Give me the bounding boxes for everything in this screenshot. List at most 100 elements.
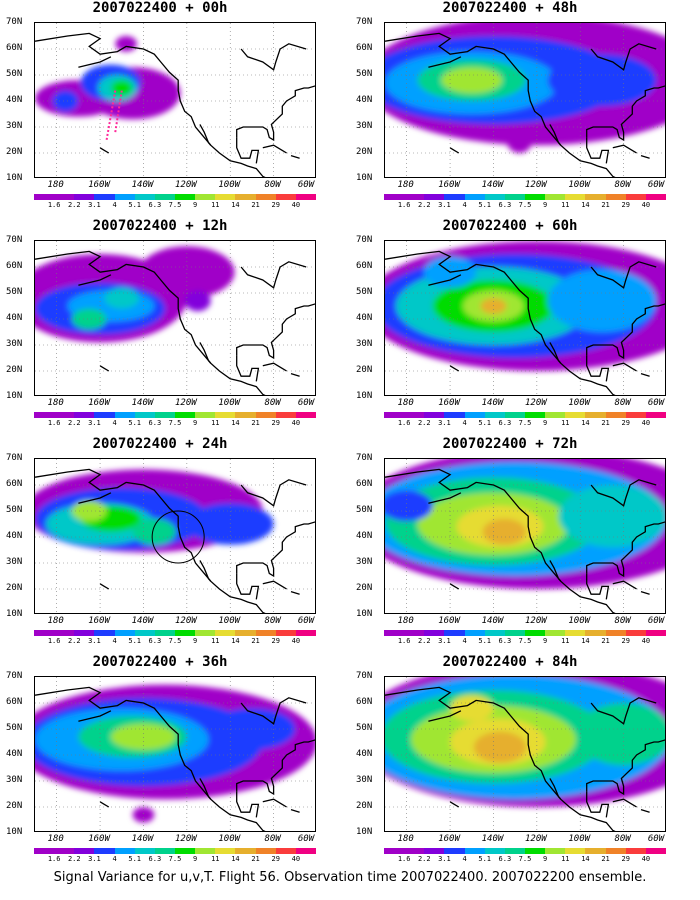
colorbar-swatch: [255, 412, 277, 418]
x-tick-label: 160W: [88, 834, 110, 844]
colorbar-label: 9: [193, 419, 198, 427]
map-panel: 2007022400 + 72h 70N 60N 50N 40N 30N 20N 10N 180…: [350, 436, 690, 646]
colorbar-swatch: [504, 848, 526, 854]
coastline: [385, 686, 616, 831]
contour-map: [384, 676, 666, 832]
colorbar-label: 2.2: [67, 637, 81, 645]
coastline: [590, 697, 657, 725]
coastline: [99, 147, 110, 154]
colorbar-swatch: [484, 848, 506, 854]
colorbar-swatch: [645, 194, 667, 200]
colorbar-swatch: [444, 194, 466, 200]
colorbar: [34, 630, 317, 636]
coastline: [586, 739, 665, 796]
colorbar-swatch: [255, 848, 277, 854]
colorbar-swatch: [134, 194, 156, 200]
coastline: [262, 362, 287, 372]
colorbar-swatch: [195, 630, 216, 636]
colorbar-swatch: [215, 630, 236, 636]
contour-region: [110, 723, 176, 750]
contour-region: [115, 36, 137, 52]
colorbar-label: 40: [291, 419, 301, 427]
x-tick-label: 180: [47, 180, 64, 190]
coastline: [78, 710, 112, 722]
colorbar-label: 5.1: [478, 419, 492, 427]
colorbar-swatch: [424, 848, 445, 854]
coastline: [586, 521, 665, 578]
colorbar-label: 5.1: [478, 855, 492, 863]
x-tick-label: 80W: [614, 834, 631, 844]
colorbar-label: 14: [231, 637, 240, 645]
x-tick-label: 80W: [264, 616, 281, 626]
colorbar-label: 7.5: [168, 419, 182, 427]
map-panel: 2007022400 + 84h 70N 60N 50N 40N 30N 20N 10N 180…: [350, 654, 690, 864]
colorbar-label: 2.2: [417, 637, 431, 645]
colorbar-swatch: [625, 630, 647, 636]
colorbar-label: 29: [621, 637, 630, 645]
coastline: [586, 85, 665, 142]
colorbar-swatch: [625, 412, 647, 418]
coastline: [586, 355, 610, 382]
colorbar-label: 21: [601, 201, 610, 209]
coastline: [262, 144, 287, 154]
contour-region: [104, 287, 140, 309]
variance-field: [35, 36, 181, 120]
colorbar-swatch: [424, 194, 445, 200]
coastline: [240, 697, 307, 725]
colorbar-label: 1.6: [397, 201, 411, 209]
coastline: [78, 492, 112, 504]
contour-map: [384, 240, 666, 396]
colorbar-swatch: [424, 630, 445, 636]
coastline: [549, 778, 562, 800]
x-tick-label: 140W: [131, 834, 154, 844]
colorbar-label: 40: [291, 637, 301, 645]
map-svg: [385, 677, 665, 831]
coastline: [640, 372, 650, 377]
colorbar-label: 5.1: [128, 855, 142, 863]
coastline: [236, 85, 315, 142]
colorbar-label: 21: [601, 637, 610, 645]
highlight-circle: [151, 510, 205, 564]
colorbar-label: 9: [543, 855, 548, 863]
colorbar-swatch: [444, 630, 466, 636]
map-panel: 2007022400 + 12h 70N 60N 50N 40N 30N 20N 10N 180…: [0, 218, 340, 428]
colorbar-label: 1.6: [397, 419, 411, 427]
colorbar-swatch: [34, 848, 55, 854]
coastline: [640, 590, 650, 595]
contour-region: [547, 269, 657, 332]
colorbar-swatch: [175, 848, 196, 854]
coastline: [640, 154, 650, 159]
x-tick-label: 180: [397, 398, 414, 408]
colorbar-label: 14: [581, 201, 590, 209]
colorbar-swatch: [404, 630, 425, 636]
colorbar-label: 21: [601, 419, 610, 427]
y-tick-label: 20N: [356, 801, 373, 811]
y-tick-label: 50N: [6, 505, 23, 515]
y-tick-label: 10N: [6, 173, 23, 183]
colorbar-swatch: [295, 630, 317, 636]
x-tick-label: 100W: [218, 398, 241, 408]
colorbar-swatch: [295, 412, 317, 418]
colorbar-label: 4: [112, 201, 117, 209]
colorbar-swatch: [484, 630, 506, 636]
colorbar-label: 3.1: [438, 201, 451, 209]
colorbar-label: 2.2: [417, 419, 431, 427]
variance-field: [385, 459, 665, 589]
colorbar-swatch: [114, 412, 136, 418]
contour-region: [52, 90, 79, 112]
x-tick-label: 100W: [568, 616, 591, 626]
colorbar-label: 6.3: [498, 419, 512, 427]
y-tick-label: 20N: [6, 147, 23, 157]
colorbar-swatch: [74, 412, 95, 418]
colorbar-swatch: [444, 412, 466, 418]
y-tick-label: 10N: [356, 609, 373, 619]
coastline: [236, 303, 315, 360]
colorbar-label: 5.1: [128, 201, 142, 209]
coastline: [590, 261, 657, 289]
colorbar-label: 1.6: [47, 637, 61, 645]
colorbar-label: 14: [231, 201, 240, 209]
coastline: [428, 710, 462, 722]
y-tick-label: 70N: [356, 235, 373, 245]
colorbar-label: 3.1: [438, 855, 451, 863]
colorbar-label: 5.1: [478, 637, 492, 645]
